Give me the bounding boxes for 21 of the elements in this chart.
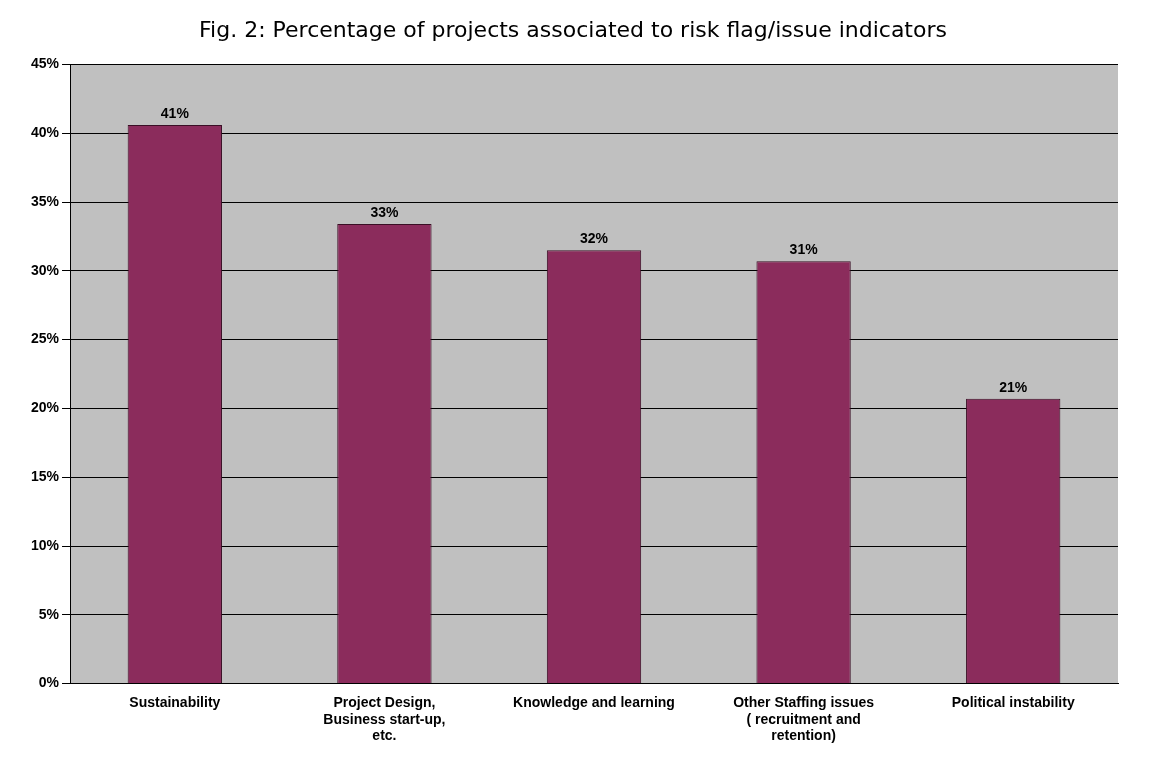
chart-title: Fig. 2: Percentage of projects associated to risk flag/issue indicators: [199, 16, 947, 42]
y-tick-label: 45%: [30, 55, 60, 72]
y-tick-label: 15%: [30, 468, 60, 485]
data-label: 41%: [160, 104, 190, 121]
y-tick-label: 35%: [30, 192, 60, 209]
y-tick-label: 5%: [38, 605, 60, 622]
data-label: 32%: [579, 230, 609, 247]
y-tick-label: 10%: [30, 536, 60, 553]
data-label: 33%: [370, 203, 399, 220]
x-tick-label: Political instability: [951, 693, 1075, 710]
y-tick-label: 30%: [30, 261, 60, 278]
x-tick-label: Sustainability: [129, 693, 221, 710]
x-tick-label: Other Staffing issues ( recruitment and retention): [733, 693, 875, 744]
y-tick-label: 25%: [30, 330, 60, 347]
y-tick-label: 20%: [30, 399, 60, 416]
x-tick-label: Project Design, Business start-up, etc.: [323, 693, 446, 744]
x-tick-label: Knowledge and learning: [513, 693, 675, 710]
data-label: 31%: [789, 241, 819, 258]
y-tick-label: 40%: [30, 124, 60, 141]
data-label: 21%: [999, 378, 1028, 395]
y-tick-label: 0%: [38, 674, 60, 691]
